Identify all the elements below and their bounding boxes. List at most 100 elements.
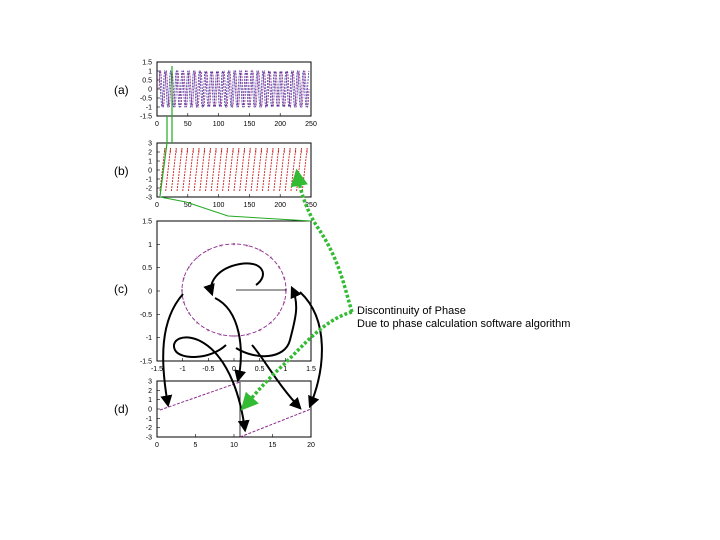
panel-label-d: (d) <box>114 402 129 416</box>
panel-label-c: (c) <box>114 282 128 296</box>
panel-c-plot: 1.510.50-0.5-1-1.5 -1.5 -1 -0.5 0 0.5 1 1.5 ××… <box>140 219 316 374</box>
xtick-label: 150 <box>244 202 256 209</box>
xtick-label: 1.5 <box>306 366 316 373</box>
sawtooth-ramp <box>301 147 308 192</box>
xtick-label: 250 <box>305 202 317 209</box>
xtick-label: -1 <box>180 366 186 373</box>
sawtooth-ramp <box>279 147 285 192</box>
arrow-right-up <box>235 285 302 358</box>
xtick-label: 0.5 <box>255 366 265 373</box>
circle-point-marker: × <box>207 248 210 254</box>
circle-point-marker: × <box>269 321 272 327</box>
xtick-label: -0.5 <box>202 366 214 373</box>
ytick-label: 2 <box>148 150 152 157</box>
xtick-label: 0 <box>155 442 159 449</box>
ytick-label: -1 <box>146 335 152 342</box>
ytick-label: 0 <box>148 87 152 94</box>
ytick-label: -1 <box>146 177 152 184</box>
circle-point-marker: × <box>182 300 185 306</box>
panel-d-xticks: 0 5 10 15 20 <box>155 434 315 449</box>
circle-point-marker: × <box>283 300 286 306</box>
circle-point-marker: × <box>219 244 222 250</box>
circle-point-marker: × <box>233 242 236 248</box>
xtick-label: 1 <box>283 366 287 373</box>
sawtooth-ramp <box>199 147 206 192</box>
ytick-label: -3 <box>146 195 152 202</box>
sawtooth-ramp <box>284 147 291 192</box>
xtick-label: 200 <box>274 121 286 128</box>
circle-point-marker: × <box>269 255 272 261</box>
circle-point-marker: × <box>182 276 185 282</box>
circle-point-marker: × <box>246 244 249 250</box>
circle-point-marker: × <box>196 255 199 261</box>
ytick-label: -0.5 <box>140 96 152 103</box>
ytick-label: 0 <box>148 407 152 414</box>
arrow-cross-1 <box>214 297 247 383</box>
xtick-label: 15 <box>269 442 277 449</box>
sawtooth-ramp <box>165 147 171 192</box>
sawtooth-ramp <box>250 147 257 192</box>
sawtooth-ramp <box>170 147 177 192</box>
sawtooth-ramp <box>267 147 274 192</box>
ytick-label: 0.5 <box>142 78 152 85</box>
circle-point-marker: × <box>181 288 184 294</box>
panel-d-phase-ramp-2 <box>239 408 312 438</box>
sawtooth-ramp <box>182 147 189 192</box>
ytick-label: 1.5 <box>142 219 152 226</box>
panel-b-yticks: 3 2 1 0 -1 -2 -3 <box>146 141 160 202</box>
sawtooth-ramp <box>205 147 211 192</box>
arrow-cross-3 <box>172 336 250 433</box>
circle-point-marker: × <box>278 265 281 271</box>
circle-point-marker: × <box>219 332 222 338</box>
ytick-label: 2 <box>148 388 152 395</box>
ytick-label: -1 <box>146 416 152 423</box>
ytick-label: -1 <box>146 105 152 112</box>
green-connector-a-to-b <box>159 116 168 197</box>
sawtooth-ramp <box>193 147 200 192</box>
green-arrow-to-d <box>240 310 353 411</box>
circle-point-marker: × <box>196 321 199 327</box>
sawtooth-ramp <box>296 147 302 192</box>
green-arrow-to-b <box>290 168 354 313</box>
ytick-label: 0 <box>148 289 152 296</box>
xtick-label: 100 <box>213 121 225 128</box>
circle-point-marker: × <box>283 276 286 282</box>
sawtooth-ramp <box>244 147 251 192</box>
xtick-label: 200 <box>274 202 286 209</box>
ytick-label: 0.5 <box>142 265 152 272</box>
panel-a-plot: 1.5 1 0.5 0 -0.5 -1 -1.5 0 50 100 150 200 250 <box>140 60 317 129</box>
arrow-left-down <box>160 293 184 408</box>
xtick-label: 10 <box>230 442 238 449</box>
sawtooth-ramp <box>262 147 268 192</box>
sawtooth-ramp <box>222 147 228 192</box>
ytick-label: 3 <box>148 379 152 386</box>
circle-point-marker: × <box>188 265 191 271</box>
ytick-label: 3 <box>148 141 152 148</box>
sawtooth-ramp <box>176 147 183 192</box>
ytick-label: -1.5 <box>140 359 152 366</box>
panel-d-phase-ramp-1 <box>159 381 241 411</box>
sawtooth-ramp <box>188 147 194 192</box>
ytick-label: 1.5 <box>142 60 152 67</box>
xtick-label: 150 <box>244 121 256 128</box>
sawtooth-ramp <box>256 147 263 192</box>
panel-label-b: (b) <box>114 164 129 178</box>
sawtooth-ramp <box>239 147 245 192</box>
panel-d-yticks: 3 2 1 0 -1 -2 -3 <box>146 379 160 442</box>
circle-point-marker: × <box>285 288 288 294</box>
xtick-label: 0 <box>155 121 159 128</box>
xtick-label: 100 <box>213 202 225 209</box>
circle-point-marker: × <box>259 248 262 254</box>
sawtooth-ramp <box>216 147 223 192</box>
ytick-label: -1.5 <box>140 114 152 121</box>
circle-point-marker: × <box>278 311 281 317</box>
panel-d-frame <box>156 380 312 438</box>
panel-c-points: ×××××××××××××××××× × ××××× <box>181 242 288 340</box>
xtick-label: 20 <box>307 442 315 449</box>
ytick-label: -3 <box>146 435 152 442</box>
ytick-label: 1 <box>148 159 152 166</box>
panel-a-xticks: 0 50 100 150 200 250 <box>155 113 317 128</box>
circle-point-marker: × <box>188 311 191 317</box>
sawtooth-ramp <box>273 147 280 192</box>
xtick-label: 50 <box>184 121 192 128</box>
